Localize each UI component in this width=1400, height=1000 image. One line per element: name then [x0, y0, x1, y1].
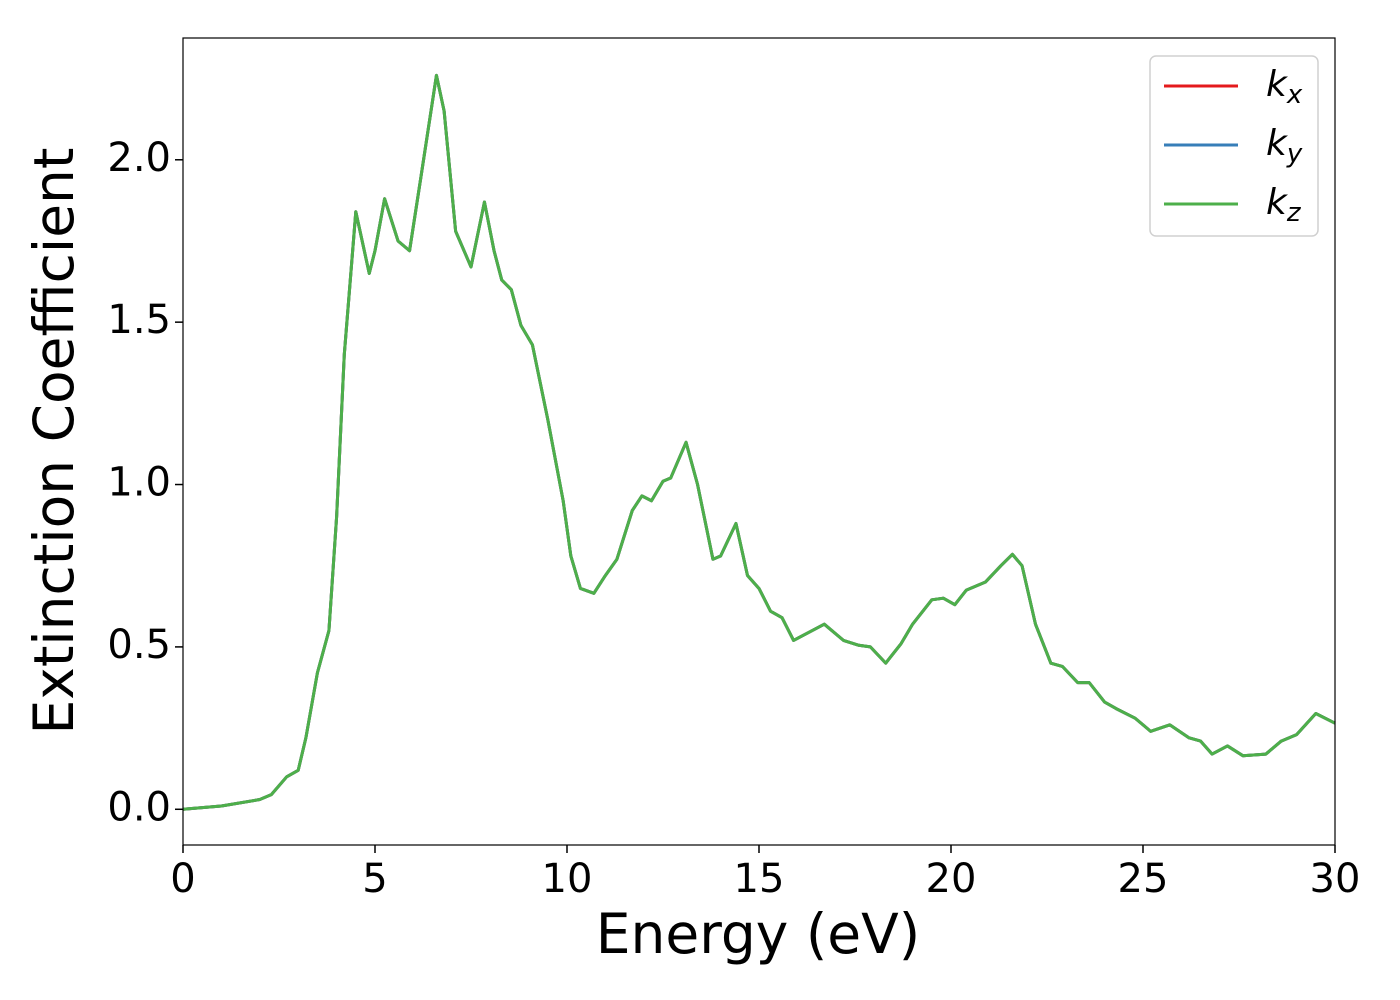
x-tick-label: 20: [926, 856, 977, 902]
x-tick-label: 0: [170, 856, 195, 902]
x-axis-label: Energy (eV): [596, 902, 920, 966]
x-tick-label: 5: [362, 856, 387, 902]
x-tick-label: 25: [1118, 856, 1169, 902]
series-line: [182, 73, 1336, 811]
y-tick-label: 2.0: [107, 135, 171, 181]
plot-frame: [182, 37, 1336, 846]
y-tick-label: 1.5: [107, 297, 171, 343]
x-tick-label: 15: [734, 856, 785, 902]
legend-label: kz: [1266, 182, 1302, 228]
x-tick-label: 10: [542, 856, 593, 902]
legend-label: ky: [1266, 123, 1303, 169]
legend-label: kx: [1266, 64, 1303, 110]
x-tick-label: 30: [1310, 856, 1361, 902]
y-tick-label: 1.0: [107, 460, 171, 506]
y-axis-label: Extinction Coefficient: [22, 148, 86, 735]
y-tick-label: 0.0: [107, 784, 171, 830]
y-tick-label: 0.5: [107, 622, 171, 668]
